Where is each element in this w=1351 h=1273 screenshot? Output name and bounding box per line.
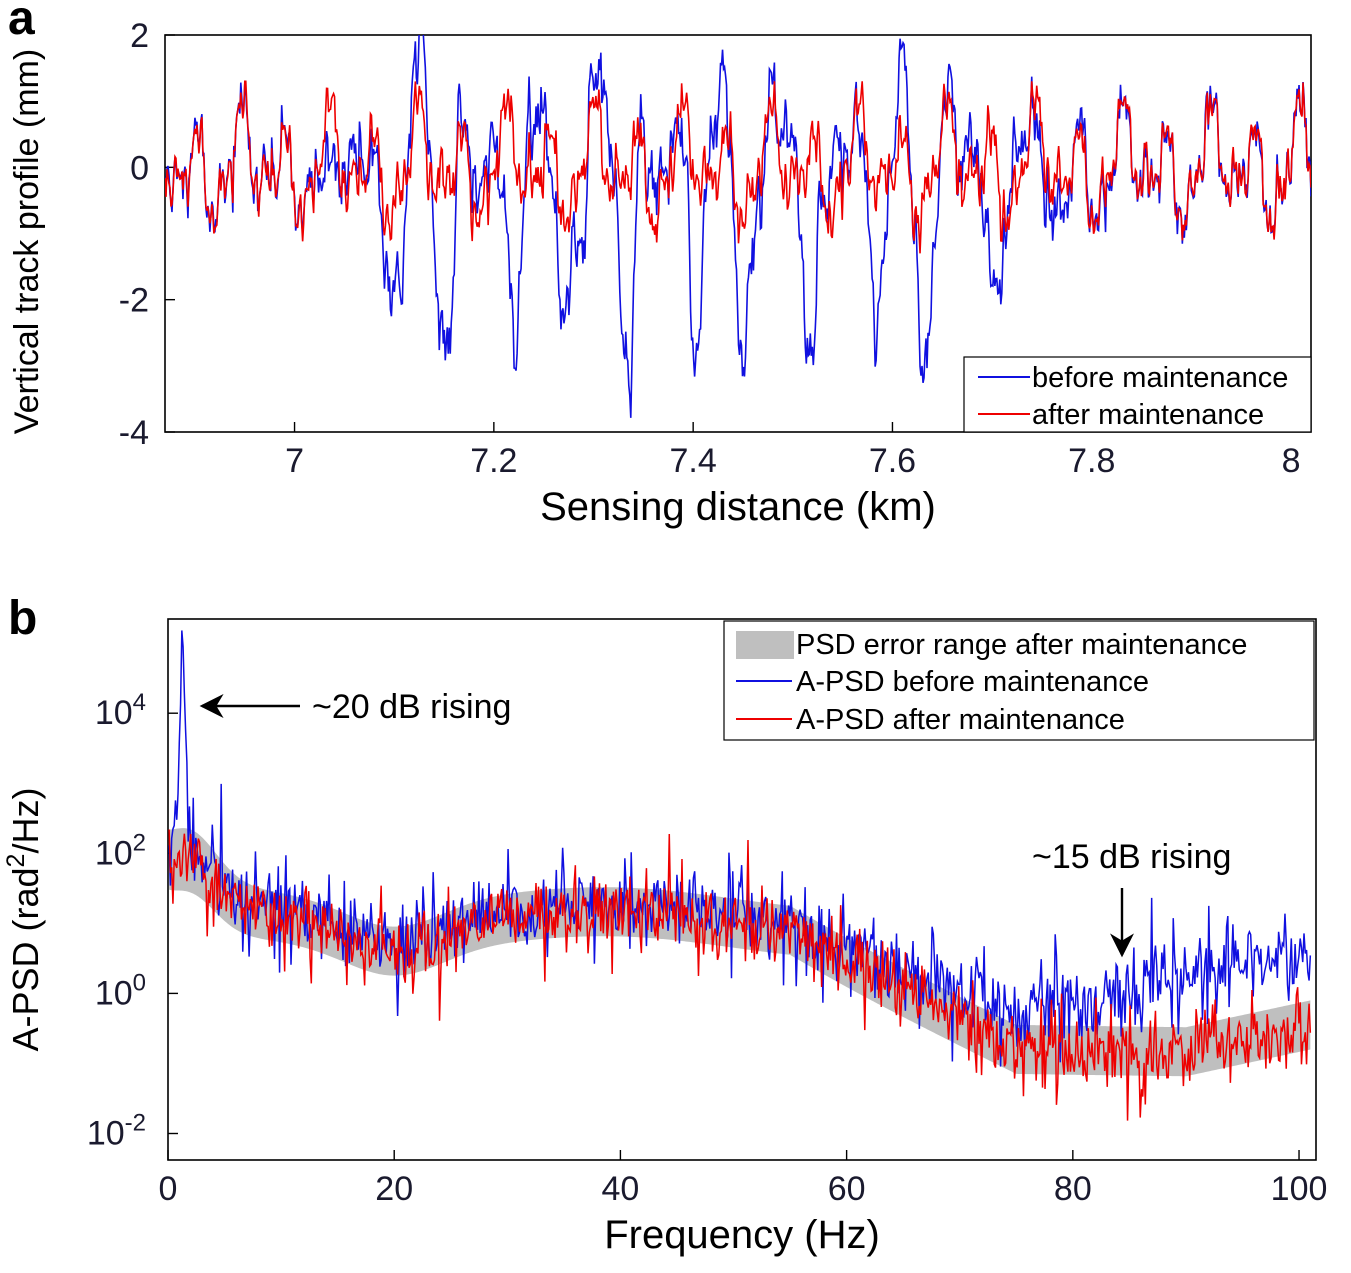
svg-text:2: 2 [130, 17, 149, 55]
svg-text:a: a [8, 0, 35, 45]
svg-text:7.6: 7.6 [869, 442, 916, 480]
svg-text:-2: -2 [119, 282, 149, 320]
svg-text:Sensing distance (km): Sensing distance (km) [540, 485, 936, 529]
svg-text:A-PSD after maintenance: A-PSD after maintenance [796, 704, 1125, 736]
svg-text:80: 80 [1054, 1170, 1092, 1208]
svg-text:b: b [8, 592, 37, 645]
svg-text:100: 100 [1271, 1170, 1328, 1208]
svg-text:7.8: 7.8 [1068, 442, 1115, 480]
svg-text:7.4: 7.4 [670, 442, 717, 480]
svg-text:~15 dB rising: ~15 dB rising [1032, 838, 1231, 876]
svg-text:after maintenance: after maintenance [1032, 399, 1264, 431]
svg-text:7: 7 [285, 442, 304, 480]
svg-text:Vertical track profile (mm): Vertical track profile (mm) [8, 49, 46, 434]
svg-text:8: 8 [1282, 442, 1301, 480]
svg-text:0: 0 [130, 149, 149, 187]
svg-text:A-PSD (rad2/Hz): A-PSD (rad2/Hz) [2, 788, 46, 1052]
svg-text:~20 dB rising: ~20 dB rising [312, 688, 511, 726]
svg-text:A-PSD before maintenance: A-PSD before maintenance [796, 666, 1149, 698]
svg-text:Frequency (Hz): Frequency (Hz) [604, 1213, 880, 1257]
svg-text:-4: -4 [119, 414, 149, 452]
svg-text:before maintenance: before maintenance [1032, 362, 1288, 394]
svg-text:60: 60 [828, 1170, 866, 1208]
svg-text:40: 40 [601, 1170, 639, 1208]
svg-text:0: 0 [159, 1170, 178, 1208]
svg-text:7.2: 7.2 [470, 442, 517, 480]
svg-text:20: 20 [375, 1170, 413, 1208]
svg-text:PSD error range after maintena: PSD error range after maintenance [796, 629, 1247, 661]
